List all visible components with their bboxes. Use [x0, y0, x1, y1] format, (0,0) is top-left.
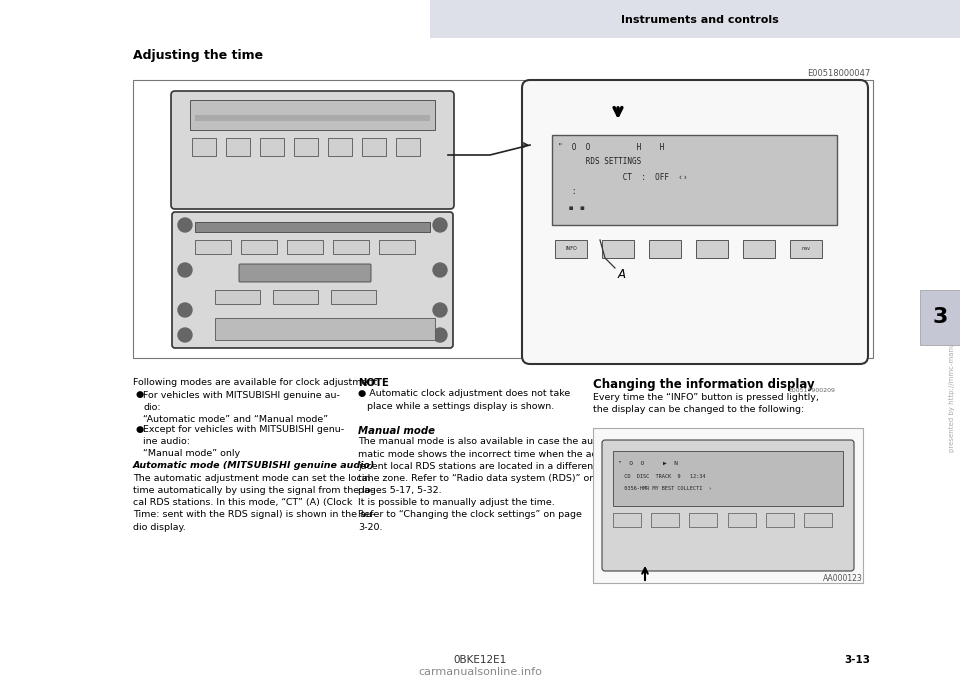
Text: CD  DISC  TRACK  9   12:34: CD DISC TRACK 9 12:34 [618, 473, 706, 479]
Text: The automatic adjustment mode can set the local
time automatically by using the : The automatic adjustment mode can set th… [133, 474, 375, 532]
Text: Instruments and controls: Instruments and controls [621, 15, 779, 25]
FancyBboxPatch shape [171, 91, 454, 209]
Bar [920, 290, 960, 345]
Circle shape [433, 263, 447, 277]
Text: :: : [558, 187, 577, 196]
Text: Manual mode: Manual mode [358, 426, 435, 436]
Bar [195, 240, 231, 254]
Bar [430, 0, 960, 38]
Text: Every time the “INFO” button is pressed lightly,
the display can be changed to t: Every time the “INFO” button is pressed … [593, 392, 819, 414]
Circle shape [178, 328, 192, 342]
Bar [649, 240, 681, 258]
Bar [273, 290, 318, 304]
Circle shape [433, 328, 447, 342]
Bar [790, 240, 822, 258]
Bar [333, 240, 369, 254]
Text: presented by http://mmc-manuals.ru/  ©: presented by http://mmc-manuals.ru/ © [948, 308, 955, 452]
Bar [215, 290, 260, 304]
Text: ●: ● [136, 390, 144, 399]
Text: nav: nav [802, 246, 810, 251]
Bar [133, 80, 873, 358]
Text: The manual mode is also available in case the auto-
matic mode shows the incorre: The manual mode is also available in cas… [358, 437, 606, 532]
Circle shape [433, 218, 447, 232]
Bar [766, 513, 794, 527]
Bar [215, 318, 435, 340]
Text: 0356-HMR MY BEST COLLECTI  ›: 0356-HMR MY BEST COLLECTI › [618, 486, 711, 492]
Bar [396, 138, 420, 156]
FancyBboxPatch shape [602, 440, 854, 571]
Text: ● Automatic clock adjustment does not take
   place while a settings display is : ● Automatic clock adjustment does not ta… [358, 390, 570, 411]
Bar [190, 100, 435, 130]
Circle shape [178, 303, 192, 317]
Circle shape [433, 303, 447, 317]
Text: 3: 3 [932, 307, 948, 327]
Text: Except for vehicles with MITSUBISHI genu-
ine audio:
“Manual mode” only: Except for vehicles with MITSUBISHI genu… [143, 425, 344, 458]
Bar [287, 240, 323, 254]
Text: E00517900209: E00517900209 [788, 388, 835, 393]
Bar [552, 135, 837, 225]
Text: ●: ● [136, 425, 144, 434]
Circle shape [178, 218, 192, 232]
Text: Automatic mode (MITSUBISHI genuine audio): Automatic mode (MITSUBISHI genuine audio… [133, 462, 375, 471]
Bar [241, 240, 277, 254]
Bar [331, 290, 376, 304]
Text: 3-13: 3-13 [844, 655, 870, 665]
Text: A: A [618, 268, 626, 282]
Bar [804, 513, 832, 527]
Text: RDS SETTINGS: RDS SETTINGS [558, 158, 641, 166]
FancyBboxPatch shape [239, 264, 371, 282]
Text: Changing the information display: Changing the information display [593, 378, 815, 391]
Text: ■  ■: ■ ■ [558, 206, 585, 210]
Bar [294, 138, 318, 156]
Circle shape [178, 263, 192, 277]
Bar [602, 240, 634, 258]
Text: "  O  O          H    H: " O O H H [558, 143, 664, 153]
Text: For vehicles with MITSUBISHI genuine au-
dio:
“Automatic mode” and “Manual mode”: For vehicles with MITSUBISHI genuine au-… [143, 390, 340, 424]
FancyBboxPatch shape [593, 428, 863, 583]
Bar [689, 513, 717, 527]
Bar [613, 513, 641, 527]
Text: carmanualsonline.info: carmanualsonline.info [418, 667, 542, 677]
Bar [743, 240, 775, 258]
Text: NOTE: NOTE [358, 378, 389, 388]
Bar [379, 240, 415, 254]
Text: 0BKE12E1: 0BKE12E1 [453, 655, 507, 665]
FancyBboxPatch shape [172, 212, 453, 348]
Bar [613, 451, 843, 506]
Bar [328, 138, 352, 156]
Text: "  O  O     ▶  N: " O O ▶ N [618, 460, 678, 466]
Bar [696, 240, 728, 258]
Bar [226, 138, 250, 156]
Text: CT  :  OFF  ‹›: CT : OFF ‹› [558, 172, 687, 181]
Text: Following modes are available for clock adjustment:: Following modes are available for clock … [133, 378, 380, 387]
Text: AA1006502: AA1006502 [820, 349, 868, 358]
Bar [651, 513, 679, 527]
Text: INFO: INFO [565, 246, 577, 251]
Text: AA000123: AA000123 [824, 574, 863, 583]
Bar [555, 240, 587, 258]
Bar [362, 138, 386, 156]
Text: E00518000047: E00518000047 [806, 69, 870, 77]
Bar [728, 513, 756, 527]
Bar [195, 115, 430, 121]
Text: Adjusting the time: Adjusting the time [133, 50, 263, 62]
Bar [260, 138, 284, 156]
Bar [195, 222, 430, 232]
Bar [192, 138, 216, 156]
FancyBboxPatch shape [522, 80, 868, 364]
